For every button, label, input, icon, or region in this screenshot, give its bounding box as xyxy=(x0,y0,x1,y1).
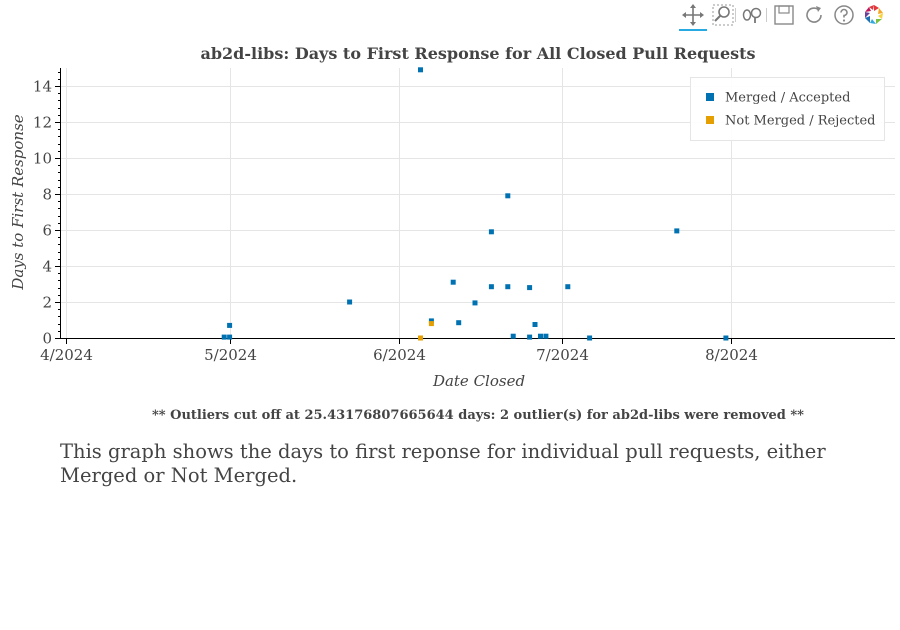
y-tick-label: 10 xyxy=(33,150,52,168)
merged-point[interactable] xyxy=(723,335,729,341)
merged-point[interactable] xyxy=(488,284,494,290)
y-tick-label: 8 xyxy=(42,186,52,204)
merged-point[interactable] xyxy=(472,300,478,306)
help-icon[interactable] xyxy=(832,3,856,27)
merged-point[interactable] xyxy=(527,285,533,291)
axes xyxy=(60,68,895,339)
outlier-footnote: ** Outliers cut off at 25.43176807665644… xyxy=(152,408,804,423)
save-icon[interactable] xyxy=(772,3,796,27)
legend-swatch xyxy=(706,116,714,124)
y-tick-label: 14 xyxy=(33,78,52,96)
bokeh-logo-icon[interactable] xyxy=(862,3,886,27)
merged-point[interactable] xyxy=(674,228,680,234)
merged-point[interactable] xyxy=(543,333,549,339)
merged-point[interactable] xyxy=(505,193,511,199)
legend-swatch xyxy=(706,93,714,101)
merged-point[interactable] xyxy=(488,229,494,235)
x-axis-label: Date Closed xyxy=(432,372,525,390)
legend[interactable]: Merged / Accepted Not Merged / Rejected xyxy=(690,77,885,141)
box-zoom-icon[interactable] xyxy=(711,3,735,27)
legend-box xyxy=(690,77,885,141)
reset-icon[interactable] xyxy=(802,3,826,27)
merged-point[interactable] xyxy=(418,67,423,73)
scatter-chart[interactable]: ab2d-libs: Days to First Response for Al… xyxy=(0,36,900,396)
chart-svg[interactable]: ab2d-libs: Days to First Response for Al… xyxy=(0,36,900,396)
x-tick-label: 7/2024 xyxy=(536,346,589,364)
merged-point[interactable] xyxy=(227,322,233,328)
y-tick-label: 0 xyxy=(42,330,52,348)
x-tick-label: 4/2024 xyxy=(40,346,93,364)
not-merged-point[interactable] xyxy=(418,335,423,341)
axis-ticks: 0 2 4 6 8 10 12 14 4/2024 5/2024 6/2024 7/2024 8/202… xyxy=(33,72,758,364)
merged-point[interactable] xyxy=(527,334,533,340)
merged-point[interactable] xyxy=(221,334,227,340)
y-axis-label: Days to First Response xyxy=(9,114,27,290)
wheel-zoom-icon[interactable] xyxy=(741,3,765,27)
not-merged-point[interactable] xyxy=(428,321,434,327)
merged-point[interactable] xyxy=(347,299,353,305)
chart-title: ab2d-libs: Days to First Response for Al… xyxy=(200,44,755,63)
merged-point[interactable] xyxy=(450,279,456,285)
chart-description: This graph shows the days to first repon… xyxy=(60,440,826,487)
data-points[interactable] xyxy=(221,67,729,341)
legend-label[interactable]: Not Merged / Rejected xyxy=(725,114,875,129)
merged-point[interactable] xyxy=(227,334,233,340)
merged-point[interactable] xyxy=(587,335,593,341)
y-tick-label: 2 xyxy=(42,294,52,312)
chart-toolbar xyxy=(679,0,900,32)
x-tick-label: 8/2024 xyxy=(705,346,758,364)
merged-point[interactable] xyxy=(532,322,538,327)
merged-point[interactable] xyxy=(428,318,434,324)
legend-label[interactable]: Merged / Accepted xyxy=(725,91,850,106)
pan-icon[interactable] xyxy=(679,3,707,31)
toolbar-divider xyxy=(766,8,767,22)
y-tick-label: 4 xyxy=(42,258,52,276)
y-tick-label: 12 xyxy=(33,114,52,132)
merged-point[interactable] xyxy=(510,333,516,339)
merged-point[interactable] xyxy=(565,284,571,290)
toolbar-divider xyxy=(735,8,736,22)
merged-point[interactable] xyxy=(538,333,543,339)
merged-point[interactable] xyxy=(505,284,511,290)
merged-point[interactable] xyxy=(456,320,462,326)
x-tick-label: 6/2024 xyxy=(373,346,426,364)
x-tick-label: 5/2024 xyxy=(204,346,257,364)
y-tick-label: 6 xyxy=(42,222,52,240)
